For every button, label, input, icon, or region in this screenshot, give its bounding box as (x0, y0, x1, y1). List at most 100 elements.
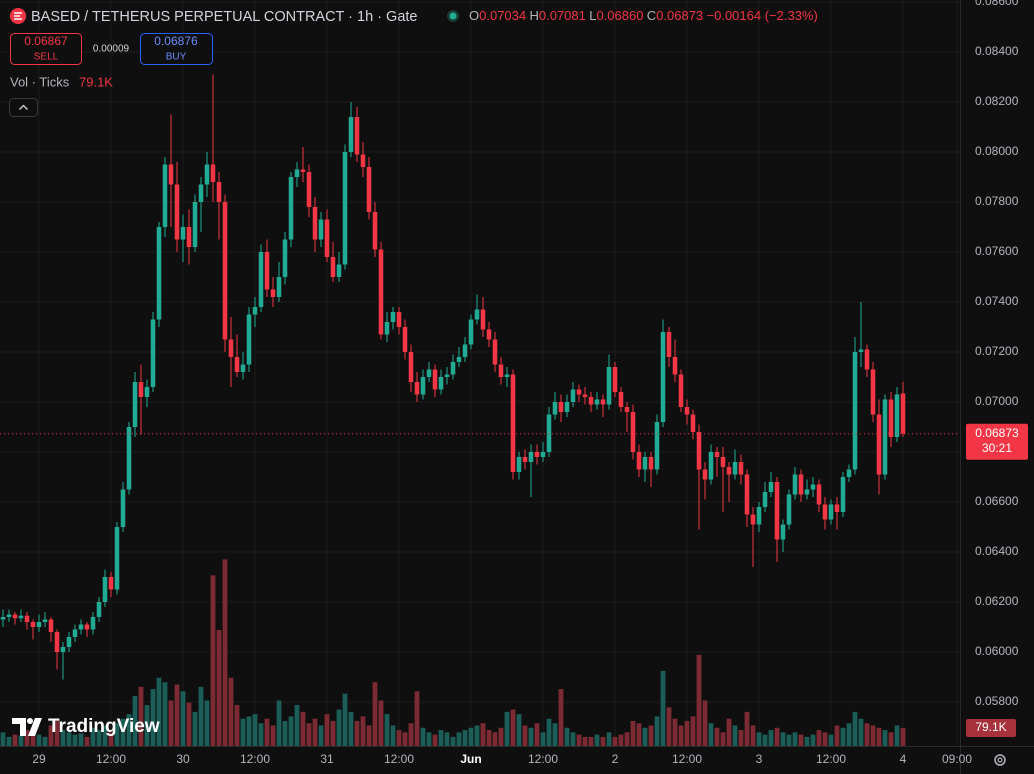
candle-body (552, 402, 558, 415)
volume-bar (342, 693, 348, 746)
candle-body (306, 172, 312, 207)
candle-body (528, 452, 534, 462)
ohlc-change: −0.00164 (−2.33%) (707, 8, 818, 23)
candle-body (738, 462, 744, 475)
volume-bar (390, 725, 396, 746)
candle-body (288, 177, 294, 240)
collapse-button[interactable] (9, 98, 38, 117)
candle-body (198, 184, 204, 202)
volume-bar (102, 725, 108, 746)
volume-bar (378, 700, 384, 746)
x-tick-label: 30 (176, 752, 190, 766)
grid (0, 0, 960, 746)
candle-body (264, 252, 270, 290)
candle-body (342, 152, 348, 265)
candle-body (174, 184, 180, 240)
volume-bar (384, 714, 390, 746)
candle-body (510, 374, 516, 472)
candle-body (786, 494, 792, 525)
volume-bar (552, 723, 558, 746)
candle-body (750, 514, 756, 525)
candle-body (846, 469, 852, 477)
candle-body (522, 457, 528, 462)
y-tick-label: 0.06400 (975, 544, 1019, 558)
candle-body (246, 314, 252, 365)
x-tick-label: 09:00 (942, 752, 972, 766)
volume-bar (816, 730, 822, 746)
x-tick-label: 31 (320, 752, 334, 766)
y-tick-label: 0.07000 (975, 394, 1019, 408)
y-tick-label: 0.06600 (975, 494, 1019, 508)
candle-body (360, 154, 366, 167)
buy-button[interactable] (140, 33, 213, 65)
symbol-title: BASED / TETHERUS PERPETUAL CONTRACT · 1h… (31, 9, 418, 25)
candle-body (84, 624, 90, 630)
volume-bar (366, 725, 372, 746)
volume-bar (750, 725, 756, 746)
volume-bar (888, 732, 894, 746)
volume-bar (186, 702, 192, 746)
candle-body (666, 332, 672, 357)
volume-bar (726, 718, 732, 746)
volume-bar (822, 732, 828, 746)
candle-body (270, 289, 276, 297)
ohlc-legend: O0.07034 H0.07081 L0.06860 C0.06873 −0.0… (469, 8, 818, 23)
candle-body (180, 227, 186, 240)
candle-body (744, 474, 750, 515)
candle-body (732, 462, 738, 475)
ohlc-value: 0.06860 (596, 8, 643, 23)
candle-body (66, 637, 72, 647)
candle-body (192, 202, 198, 247)
volume-bar (450, 736, 456, 746)
y-tick-label: 0.06200 (975, 594, 1019, 608)
candle-body (534, 452, 540, 457)
ohlc-value: 0.07034 (479, 8, 526, 23)
volume-bar (810, 734, 816, 746)
candle-body (108, 577, 114, 590)
y-tick-label: 0.08000 (975, 144, 1019, 158)
candle-body (642, 457, 648, 470)
volume-bar (678, 725, 684, 746)
candle-body (78, 624, 84, 630)
volume-bar (180, 691, 186, 746)
candle-body (366, 167, 372, 212)
volume-bar (18, 735, 24, 746)
volume-bar (852, 711, 858, 746)
candle-body (210, 164, 216, 182)
candle-body (834, 504, 840, 512)
candle-body (480, 309, 486, 330)
spread: 0.00009 (93, 44, 130, 55)
volume-bar (198, 686, 204, 746)
candle-body (258, 252, 264, 307)
candle-body (120, 489, 126, 527)
candle-body (486, 329, 492, 340)
volume-bar (468, 727, 474, 746)
settings-icon[interactable] (994, 754, 1006, 766)
volume-bar (558, 689, 564, 746)
sell-button[interactable] (10, 33, 82, 65)
volume-bar (282, 720, 288, 746)
volume-bar (606, 732, 612, 746)
volume-bar (894, 725, 900, 746)
volume-bar (300, 711, 306, 746)
volume-bar (144, 705, 150, 746)
volume-bar (420, 727, 426, 746)
volume-bar (372, 682, 378, 746)
candle-body (330, 257, 336, 277)
volume-bar (768, 730, 774, 746)
volume-bar (204, 700, 210, 746)
volume-bar (168, 700, 174, 746)
candle-body (894, 394, 900, 437)
candle-body (390, 312, 396, 322)
volume-bar (6, 736, 12, 746)
candle-body (756, 507, 762, 525)
volume-bar (42, 736, 48, 746)
volume-bar (864, 723, 870, 746)
volume-bar (174, 684, 180, 746)
candle-body (654, 422, 660, 470)
candle-body (618, 392, 624, 407)
volume-bar (546, 718, 552, 746)
volume-bar (684, 720, 690, 746)
candle-body (156, 227, 162, 320)
